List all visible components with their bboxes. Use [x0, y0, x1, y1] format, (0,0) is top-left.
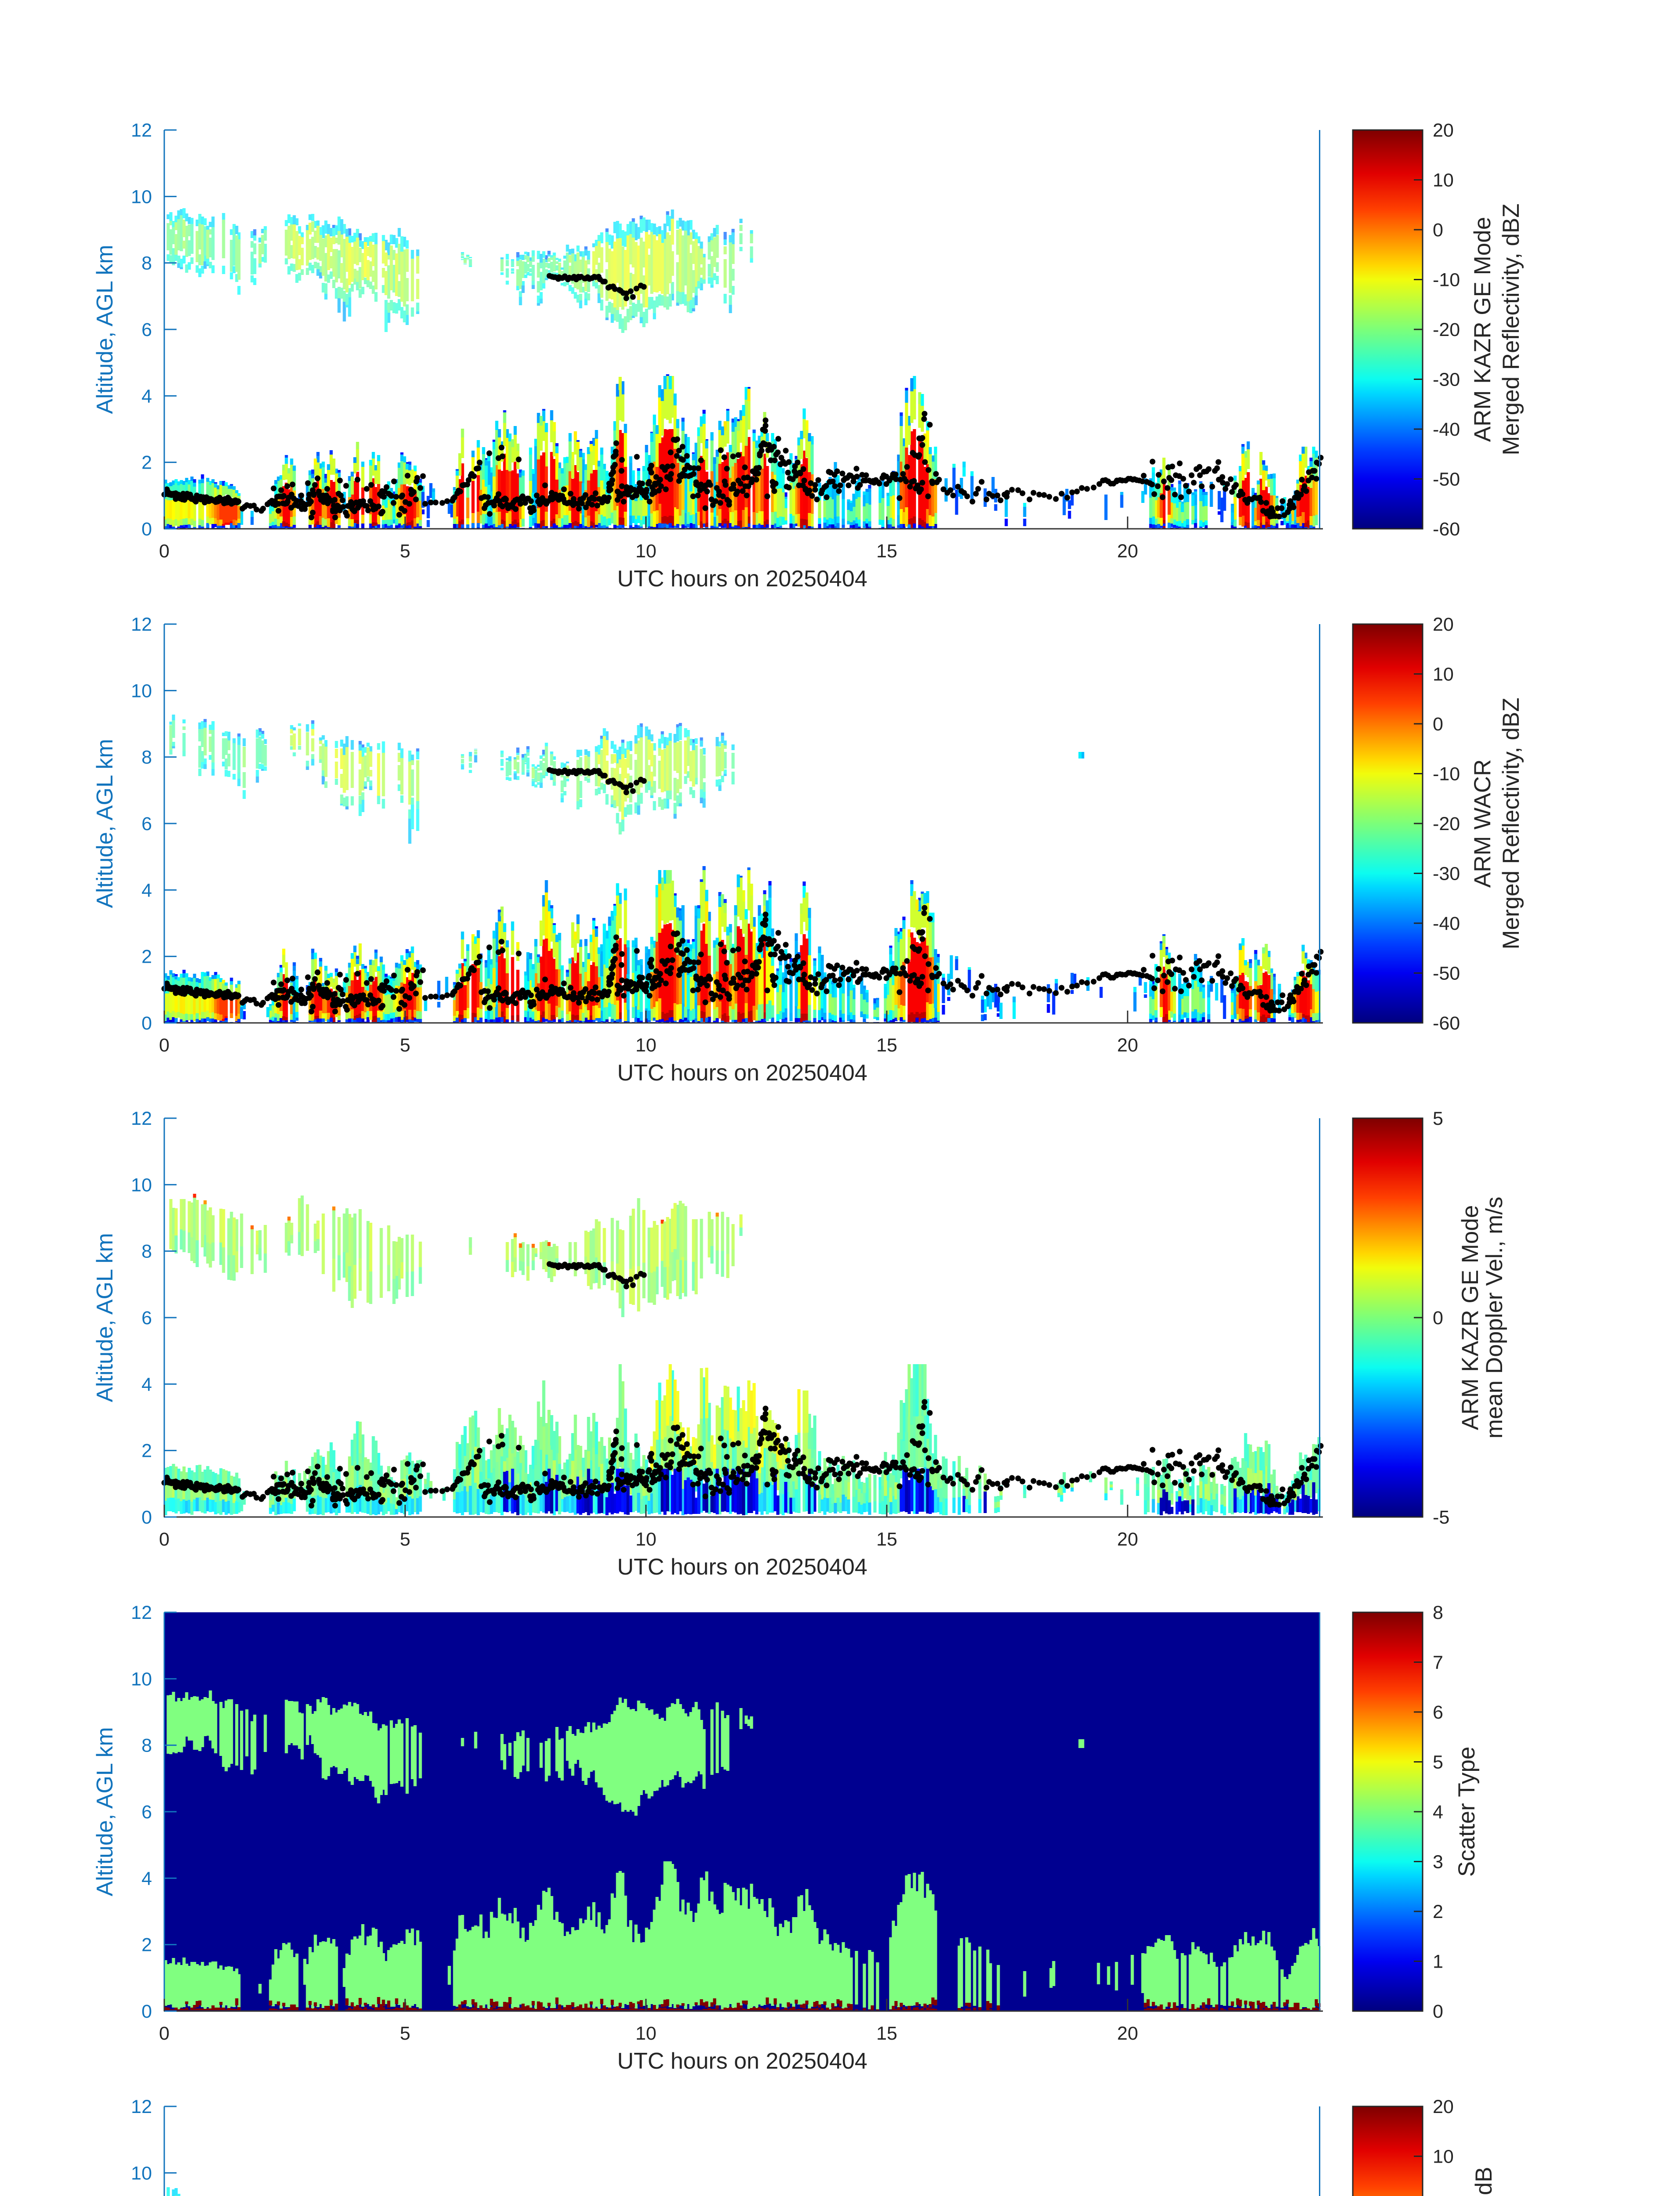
svg-text:20: 20 — [1117, 541, 1138, 562]
svg-text:0: 0 — [141, 519, 152, 540]
svg-text:15: 15 — [876, 541, 897, 562]
svg-text:8: 8 — [141, 253, 152, 274]
svg-text:10: 10 — [636, 541, 657, 562]
svg-text:15: 15 — [876, 2023, 897, 2044]
svg-text:5: 5 — [1433, 1752, 1443, 1773]
svg-text:-10: -10 — [1433, 270, 1460, 291]
svg-text:2: 2 — [141, 1441, 152, 1462]
svg-text:20: 20 — [1117, 1035, 1138, 1056]
svg-text:15: 15 — [876, 1529, 897, 1550]
svg-text:De-Cluttered Max Refl., dB: De-Cluttered Max Refl., dB — [1471, 2167, 1497, 2196]
svg-text:12: 12 — [131, 614, 152, 635]
svg-text:8: 8 — [141, 747, 152, 768]
svg-text:Altitude, AGL km: Altitude, AGL km — [92, 1233, 118, 1402]
svg-text:10: 10 — [131, 1174, 152, 1196]
svg-text:-20: -20 — [1433, 813, 1460, 834]
svg-text:ARM KAZR GE Mode: ARM KAZR GE Mode — [1470, 217, 1496, 442]
svg-text:6: 6 — [1433, 1702, 1443, 1723]
svg-text:2: 2 — [141, 452, 152, 473]
svg-text:Merged Reflectivity, dBZ: Merged Reflectivity, dBZ — [1498, 697, 1524, 949]
svg-text:10: 10 — [636, 1529, 657, 1550]
svg-text:-40: -40 — [1433, 913, 1460, 934]
svg-text:5: 5 — [400, 1035, 410, 1056]
svg-text:0: 0 — [1433, 1307, 1443, 1329]
svg-text:-60: -60 — [1433, 519, 1460, 540]
svg-text:10: 10 — [131, 1669, 152, 1690]
svg-text:2: 2 — [1433, 1901, 1443, 1922]
svg-text:20: 20 — [1433, 614, 1454, 635]
svg-text:10: 10 — [636, 2023, 657, 2044]
svg-text:0: 0 — [141, 1013, 152, 1034]
svg-text:-10: -10 — [1433, 764, 1460, 785]
svg-text:6: 6 — [141, 1802, 152, 1823]
svg-text:3: 3 — [1433, 1852, 1443, 1873]
svg-text:12: 12 — [131, 1602, 152, 1623]
svg-text:0: 0 — [159, 541, 170, 562]
svg-text:2: 2 — [141, 946, 152, 968]
svg-text:-20: -20 — [1433, 319, 1460, 340]
svg-text:12: 12 — [131, 2096, 152, 2117]
svg-text:mean Doppler Vel., m/s: mean Doppler Vel., m/s — [1481, 1197, 1507, 1439]
svg-text:15: 15 — [876, 1035, 897, 1056]
svg-text:7: 7 — [1433, 1652, 1443, 1673]
svg-text:0: 0 — [1433, 714, 1443, 735]
svg-text:5: 5 — [400, 541, 410, 562]
svg-text:20: 20 — [1433, 2096, 1454, 2117]
svg-text:ARM KAZR GE Mode: ARM KAZR GE Mode — [1457, 1205, 1483, 1430]
svg-text:-40: -40 — [1433, 419, 1460, 440]
svg-text:Altitude, AGL km: Altitude, AGL km — [92, 245, 118, 414]
svg-text:Scatter Type: Scatter Type — [1454, 1747, 1480, 1877]
svg-text:10: 10 — [1433, 664, 1454, 685]
svg-text:20: 20 — [1117, 2023, 1138, 2044]
svg-text:0: 0 — [1433, 2001, 1443, 2022]
svg-text:10: 10 — [131, 680, 152, 701]
svg-text:5: 5 — [400, 2023, 410, 2044]
svg-text:ARM WACR: ARM WACR — [1470, 759, 1496, 888]
svg-text:0: 0 — [141, 1507, 152, 1528]
svg-text:2: 2 — [141, 1935, 152, 1956]
svg-text:UTC hours on 20250404: UTC hours on 20250404 — [617, 1060, 867, 1086]
svg-text:-50: -50 — [1433, 963, 1460, 984]
svg-text:UTC hours on 20250404: UTC hours on 20250404 — [617, 566, 867, 592]
svg-text:0: 0 — [1433, 220, 1443, 241]
svg-text:8: 8 — [1433, 1602, 1443, 1623]
svg-text:6: 6 — [141, 813, 152, 834]
svg-text:10: 10 — [1433, 2146, 1454, 2167]
svg-text:0: 0 — [159, 1035, 170, 1056]
svg-text:4: 4 — [141, 1868, 152, 1889]
svg-text:1: 1 — [1433, 1951, 1443, 1972]
svg-text:-30: -30 — [1433, 863, 1460, 885]
svg-text:12: 12 — [131, 1108, 152, 1129]
svg-text:-30: -30 — [1433, 369, 1460, 390]
svg-text:-5: -5 — [1433, 1507, 1449, 1528]
svg-text:4: 4 — [141, 1374, 152, 1395]
svg-text:0: 0 — [159, 2023, 170, 2044]
svg-text:0: 0 — [159, 1529, 170, 1550]
svg-text:20: 20 — [1117, 1529, 1138, 1550]
svg-text:8: 8 — [141, 1735, 152, 1756]
svg-text:10: 10 — [636, 1035, 657, 1056]
svg-text:-50: -50 — [1433, 469, 1460, 490]
svg-text:12: 12 — [131, 120, 152, 141]
svg-text:10: 10 — [131, 186, 152, 207]
svg-text:4: 4 — [141, 386, 152, 407]
svg-text:Altitude, AGL km: Altitude, AGL km — [92, 739, 118, 908]
svg-text:Merged Reflectivity, dBZ: Merged Reflectivity, dBZ — [1498, 203, 1524, 455]
svg-text:5: 5 — [1433, 1108, 1443, 1129]
svg-text:UTC hours on 20250404: UTC hours on 20250404 — [617, 1554, 867, 1580]
svg-text:4: 4 — [1433, 1802, 1443, 1823]
svg-text:6: 6 — [141, 319, 152, 340]
svg-text:8: 8 — [141, 1241, 152, 1262]
svg-text:20: 20 — [1433, 120, 1454, 141]
svg-text:4: 4 — [141, 880, 152, 901]
svg-text:UTC hours on 20250404: UTC hours on 20250404 — [617, 2048, 867, 2074]
svg-text:10: 10 — [1433, 170, 1454, 191]
svg-text:10: 10 — [131, 2163, 152, 2184]
svg-text:6: 6 — [141, 1307, 152, 1329]
svg-text:-60: -60 — [1433, 1013, 1460, 1034]
svg-text:Altitude, AGL km: Altitude, AGL km — [92, 1727, 118, 1896]
svg-text:0: 0 — [141, 2001, 152, 2022]
svg-text:5: 5 — [400, 1529, 410, 1550]
